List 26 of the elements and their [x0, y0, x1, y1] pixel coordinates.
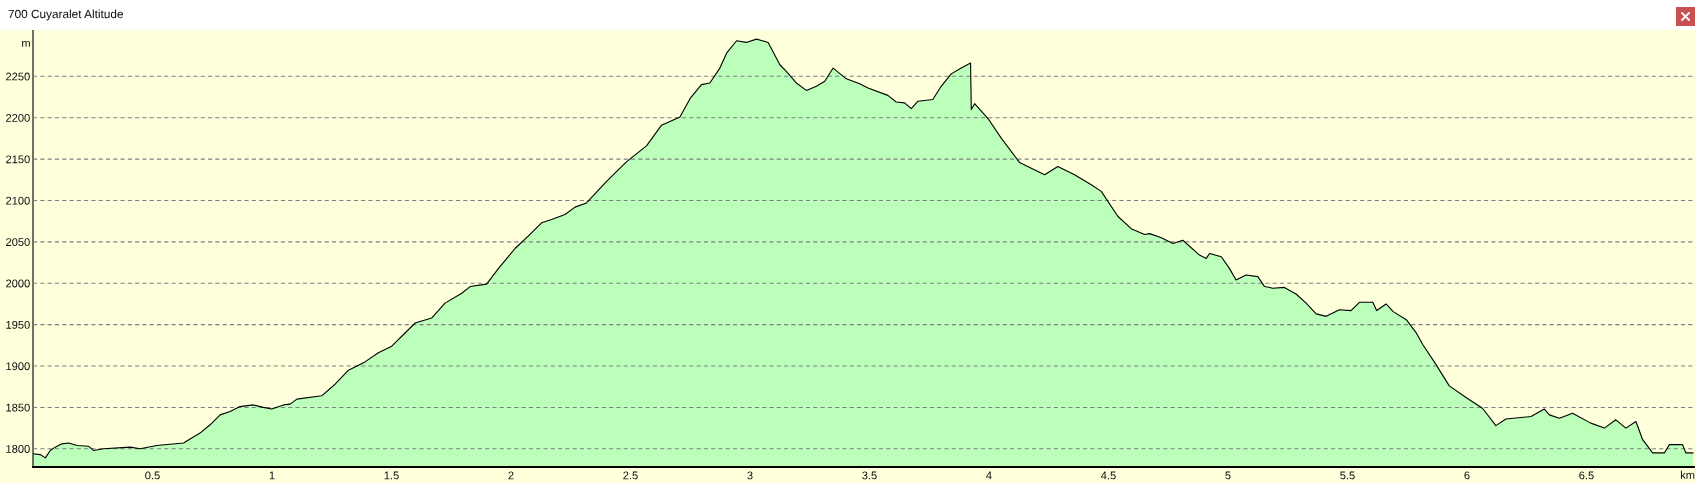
y-tick-label: 1800 — [6, 445, 30, 453]
y-tick-label: 2150 — [6, 155, 30, 164]
x-tick-label: 3 — [747, 471, 753, 480]
y-tick-label: 2250 — [6, 72, 30, 81]
y-tick-label: 1850 — [6, 403, 30, 412]
x-tick-label: 3.5 — [862, 471, 877, 480]
y-tick-label: 2050 — [6, 238, 30, 247]
y-tick-label: 1950 — [6, 320, 30, 329]
x-tick-label: 1.5 — [384, 471, 399, 480]
y-tick-label: 2100 — [6, 196, 30, 205]
x-tick-label: 4 — [986, 471, 992, 480]
x-tick-label: 6 — [1464, 471, 1470, 480]
x-tick-label: 2 — [508, 471, 514, 480]
x-tick-label: 4.5 — [1101, 471, 1116, 480]
x-tick-label: 5 — [1225, 471, 1231, 480]
y-tick-label: 2200 — [6, 114, 30, 122]
y-axis-title: m — [22, 40, 30, 47]
chart-title: 700 Cuyaralet Altitude — [8, 9, 123, 21]
x-tick-label: 0.5 — [145, 471, 160, 480]
x-tick-label: 5.5 — [1340, 471, 1355, 480]
x-tick-label: 6.5 — [1579, 471, 1594, 480]
x-axis-title: km — [1680, 470, 1695, 479]
y-tick-label: 2000 — [6, 279, 30, 288]
x-tick-label: 1 — [269, 471, 275, 480]
y-tick-label: 1900 — [6, 362, 30, 371]
x-tick-label: 2.5 — [623, 471, 638, 480]
